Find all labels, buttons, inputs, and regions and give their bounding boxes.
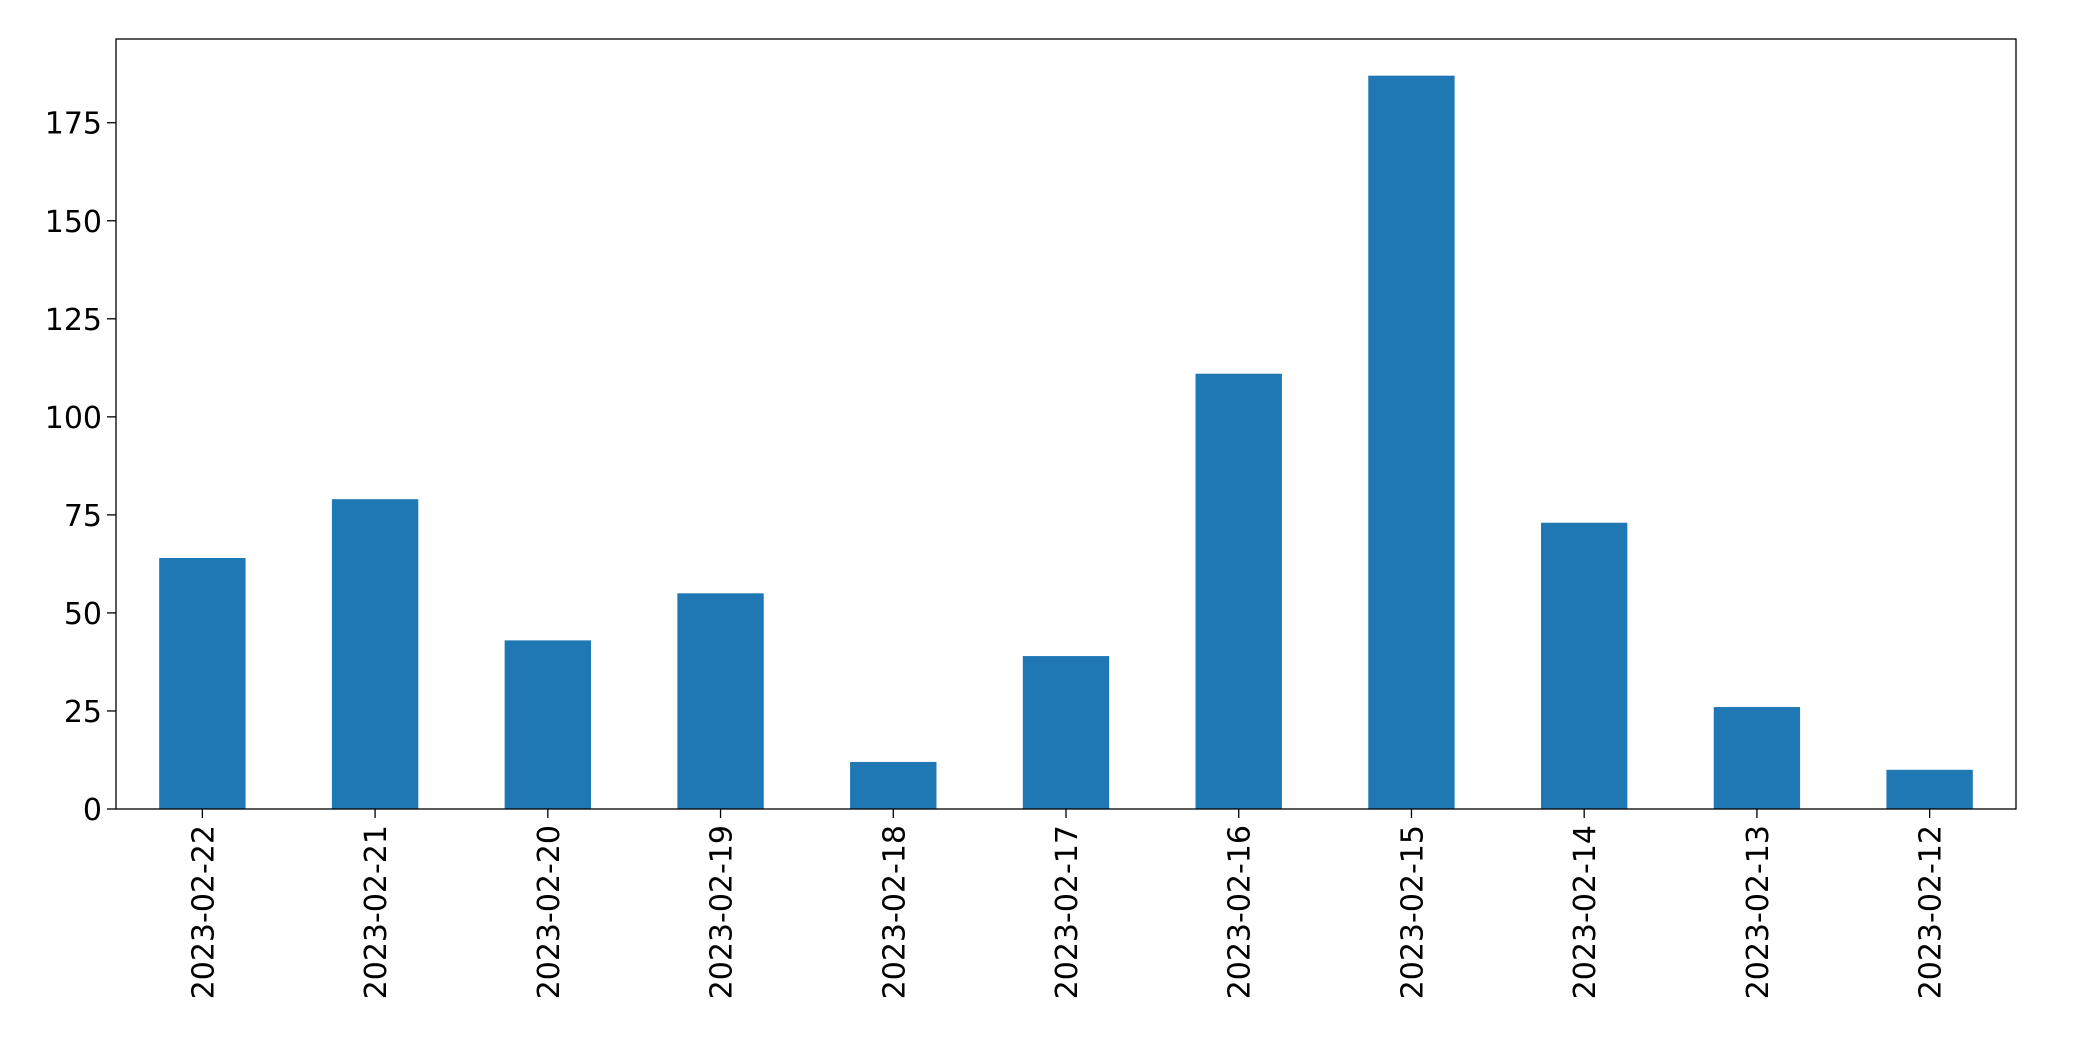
- x-tick-label: 2023-02-12: [1914, 825, 1949, 999]
- x-tick-label: 2023-02-15: [1395, 825, 1430, 999]
- x-tick-label: 2023-02-19: [705, 825, 740, 999]
- plot-frame: [115, 38, 2017, 810]
- y-tick-label: 175: [45, 107, 102, 142]
- y-tick-label: 100: [45, 401, 102, 436]
- y-tick-label: 25: [64, 695, 102, 730]
- bar: [1886, 769, 1973, 809]
- y-tick-label: 75: [64, 499, 102, 534]
- x-tick-label: 2023-02-18: [877, 825, 912, 999]
- bar: [1022, 656, 1110, 809]
- bar: [504, 640, 591, 809]
- x-tick-label: 2023-02-13: [1741, 825, 1776, 999]
- y-tick-label: 125: [45, 303, 102, 338]
- bar: [331, 499, 419, 809]
- x-tick-label: 2023-02-22: [186, 825, 221, 999]
- bar: [850, 761, 937, 809]
- bar: [677, 593, 764, 809]
- y-tick-label: 50: [64, 597, 102, 632]
- bar: [1713, 707, 1801, 809]
- x-tick-label: 2023-02-20: [532, 825, 567, 999]
- y-tick-label: 150: [45, 205, 102, 240]
- x-tick-label: 2023-02-21: [359, 825, 394, 999]
- x-tick-label: 2023-02-14: [1568, 825, 1603, 999]
- bar: [1368, 75, 1455, 809]
- y-tick-label: 0: [83, 793, 102, 828]
- x-tick-label: 2023-02-16: [1223, 825, 1258, 999]
- bar: [1541, 522, 1628, 809]
- bar: [159, 558, 246, 809]
- bar: [1195, 373, 1282, 809]
- x-tick-label: 2023-02-17: [1050, 825, 1085, 999]
